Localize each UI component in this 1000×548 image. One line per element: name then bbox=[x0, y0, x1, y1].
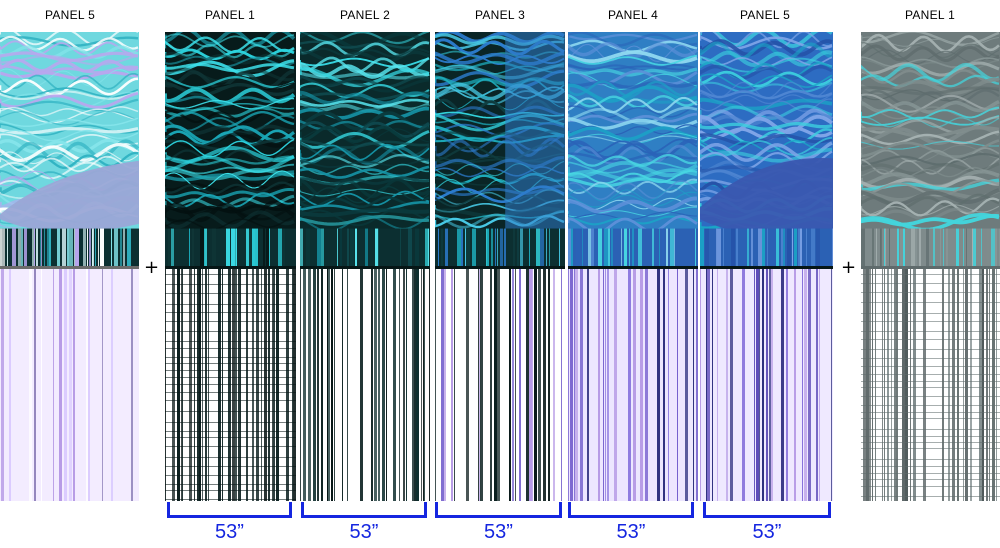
panel-bottom bbox=[300, 266, 430, 501]
panel-top bbox=[700, 32, 833, 266]
panel-5 bbox=[700, 32, 833, 501]
panel-left-partial bbox=[0, 32, 139, 501]
panel-label-1: PANEL 1 bbox=[204, 8, 256, 22]
dimension-bracket-2 bbox=[301, 502, 427, 518]
panel-pattern-bottom bbox=[0, 266, 139, 501]
panel-bottom bbox=[700, 266, 833, 501]
dimension-label-2: 53” bbox=[349, 521, 379, 543]
panel-right-partial bbox=[861, 32, 1000, 501]
panel-top bbox=[568, 32, 698, 266]
panel-pattern-bottom bbox=[861, 266, 1000, 501]
panel-top bbox=[0, 32, 139, 266]
panel-pattern-bottom bbox=[700, 266, 833, 501]
dimension-label-5: 53” bbox=[752, 521, 782, 543]
dimension-bracket-1 bbox=[167, 502, 292, 518]
panel-label-right-partial: PANEL 1 bbox=[904, 8, 956, 22]
panel-pattern-top bbox=[300, 32, 430, 266]
plus-separator-right: + bbox=[841, 257, 857, 278]
panel-bottom bbox=[435, 266, 565, 501]
panel-pattern-bottom bbox=[165, 266, 296, 501]
dimension-bracket-5 bbox=[703, 502, 831, 518]
dimension-label-4: 53” bbox=[616, 521, 646, 543]
panel-label-2: PANEL 2 bbox=[339, 8, 391, 22]
panel-label-5: PANEL 5 bbox=[739, 8, 791, 22]
plus-separator-left: + bbox=[144, 257, 160, 278]
panel-4 bbox=[568, 32, 698, 501]
dimension-label-3: 53” bbox=[484, 521, 513, 543]
panel-pattern-top bbox=[861, 32, 1000, 266]
panel-top bbox=[435, 32, 565, 266]
dimension-bracket-4 bbox=[568, 502, 694, 518]
panel-pattern-top bbox=[165, 32, 296, 266]
panel-label-4: PANEL 4 bbox=[607, 8, 659, 22]
panel-pattern-bottom bbox=[435, 266, 565, 501]
dimension-label-1: 53” bbox=[215, 521, 244, 543]
panel-1 bbox=[165, 32, 296, 501]
panel-pattern-top bbox=[700, 32, 833, 266]
panel-3 bbox=[435, 32, 565, 501]
panel-bottom bbox=[0, 266, 139, 501]
panel-bottom bbox=[861, 266, 1000, 501]
panel-pattern-top bbox=[0, 32, 139, 266]
panel-bottom bbox=[568, 266, 698, 501]
panel-top bbox=[861, 32, 1000, 266]
dimension-bracket-3 bbox=[435, 502, 562, 518]
panel-bottom bbox=[165, 266, 296, 501]
panel-2 bbox=[300, 32, 430, 501]
panel-label-3: PANEL 3 bbox=[474, 8, 526, 22]
panel-pattern-top bbox=[568, 32, 698, 266]
panel-label-left-partial: PANEL 5 bbox=[44, 8, 96, 22]
panel-top bbox=[300, 32, 430, 266]
panel-pattern-bottom bbox=[568, 266, 698, 501]
panel-pattern-bottom bbox=[300, 266, 430, 501]
panel-top bbox=[165, 32, 296, 266]
panel-pattern-top bbox=[435, 32, 565, 266]
